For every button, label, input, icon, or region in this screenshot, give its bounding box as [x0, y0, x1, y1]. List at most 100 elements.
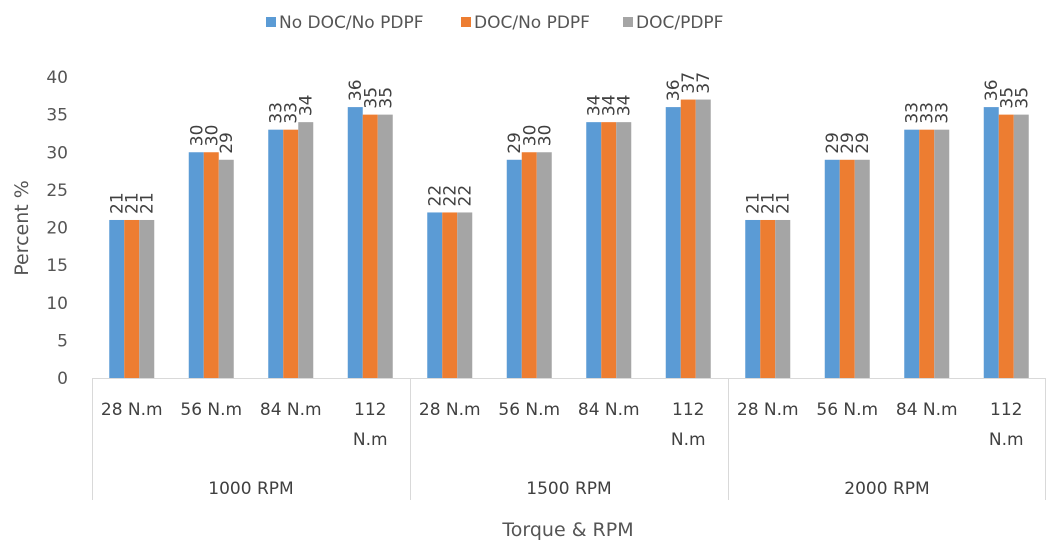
- bar: [680, 99, 696, 378]
- data-label: 33: [933, 102, 953, 124]
- bar: [188, 152, 204, 378]
- bar: [745, 219, 761, 378]
- bar: [998, 114, 1014, 378]
- y-tick-label: 15: [46, 256, 68, 276]
- data-label: 22: [456, 185, 476, 207]
- data-label: 34: [615, 95, 635, 117]
- y-axis: 0 5 10 15 20 25 30 35 40: [46, 68, 68, 389]
- bar: [203, 152, 219, 378]
- data-label: 36: [982, 79, 1002, 101]
- data-label: 29: [217, 132, 237, 154]
- legend-label: DOC/No PDPF: [474, 13, 590, 33]
- data-label: 33: [903, 102, 923, 124]
- data-label: 29: [823, 132, 843, 154]
- bar: [601, 122, 617, 379]
- data-label: 34: [297, 95, 317, 117]
- data-labels: 2121213030293333343635352222222930303434…: [108, 72, 1033, 214]
- x-category-label: 56 N.m: [816, 400, 878, 420]
- bar: [457, 212, 473, 378]
- bar: [934, 129, 950, 378]
- bar: [760, 219, 776, 378]
- data-label: 21: [123, 192, 143, 214]
- bar: [139, 219, 155, 378]
- y-tick-label: 35: [46, 106, 68, 126]
- x-category-label: 112 N.m: [671, 400, 706, 450]
- data-label: 30: [187, 125, 207, 147]
- data-label: 29: [505, 132, 525, 154]
- bar: [218, 159, 234, 378]
- bar: [521, 152, 537, 378]
- data-label: 37: [694, 72, 714, 94]
- x-category-label: 84 N.m: [260, 400, 322, 420]
- y-tick-label: 30: [46, 143, 68, 163]
- bar: [919, 129, 935, 378]
- data-label: 35: [361, 87, 381, 109]
- bar: [983, 107, 999, 378]
- legend-swatch: [266, 17, 276, 27]
- x-group-label: 1500 RPM: [526, 479, 611, 499]
- y-axis-title: Percent %: [11, 180, 33, 276]
- bar: [536, 152, 552, 378]
- data-label: 21: [744, 192, 764, 214]
- data-label: 30: [520, 125, 540, 147]
- x-category-label: 28 N.m: [737, 400, 799, 420]
- bar: [854, 159, 870, 378]
- bar: [616, 122, 632, 379]
- bar: [347, 107, 363, 378]
- data-label: 36: [664, 79, 684, 101]
- bar: [775, 219, 791, 378]
- y-tick-label: 10: [46, 294, 68, 314]
- bar: [268, 129, 284, 378]
- data-label: 29: [853, 132, 873, 154]
- bar: [427, 212, 443, 378]
- data-label: 35: [376, 87, 396, 109]
- x-category-label: 112 N.m: [989, 400, 1024, 450]
- data-label: 21: [759, 192, 779, 214]
- bar: [824, 159, 840, 378]
- legend-swatch: [461, 17, 471, 27]
- y-tick-label: 40: [46, 68, 68, 88]
- bar: [586, 122, 602, 379]
- data-label: 30: [535, 125, 555, 147]
- y-tick-label: 20: [46, 219, 68, 239]
- y-tick-label: 5: [57, 331, 68, 351]
- bar: [442, 212, 458, 378]
- x-category-label: 28 N.m: [419, 400, 481, 420]
- data-label: 29: [838, 132, 858, 154]
- data-label: 35: [997, 87, 1017, 109]
- bar: [283, 129, 299, 378]
- bar: [362, 114, 378, 378]
- data-label: 34: [600, 95, 620, 117]
- x-category-label: 84 N.m: [896, 400, 958, 420]
- bar: [1013, 114, 1029, 378]
- y-tick-label: 0: [57, 369, 68, 389]
- x-category-label: 56 N.m: [498, 400, 560, 420]
- bar: [665, 107, 681, 378]
- legend: No DOC/No PDPF DOC/No PDPF DOC/PDPF: [266, 13, 723, 33]
- legend-label: No DOC/No PDPF: [279, 13, 423, 33]
- x-axis: 28 N.m 56 N.m 84 N.m 112 N.m 1000 RPM 28 N.m 56…: [92, 378, 1046, 500]
- y-tick-label: 25: [46, 181, 68, 201]
- legend-swatch: [623, 17, 633, 27]
- data-label: 33: [282, 102, 302, 124]
- x-axis-title: Torque & RPM: [501, 519, 633, 541]
- bar: [695, 99, 711, 378]
- x-group-label: 1000 RPM: [208, 479, 293, 499]
- x-category-label: 112 N.m: [353, 400, 388, 450]
- data-label: 34: [585, 95, 605, 117]
- bar: [839, 159, 855, 378]
- data-label: 33: [267, 102, 287, 124]
- legend-label: DOC/PDPF: [636, 13, 723, 33]
- x-group-label: 2000 RPM: [844, 479, 929, 499]
- data-label: 21: [138, 192, 158, 214]
- bars: [109, 99, 1029, 379]
- x-category-label: 84 N.m: [578, 400, 640, 420]
- bar: [377, 114, 393, 378]
- data-label: 22: [426, 185, 446, 207]
- bar: [506, 159, 522, 378]
- data-label: 30: [202, 125, 222, 147]
- bar: [124, 219, 140, 378]
- x-category-label: 56 N.m: [180, 400, 242, 420]
- data-label: 37: [679, 72, 699, 94]
- bar: [298, 122, 314, 379]
